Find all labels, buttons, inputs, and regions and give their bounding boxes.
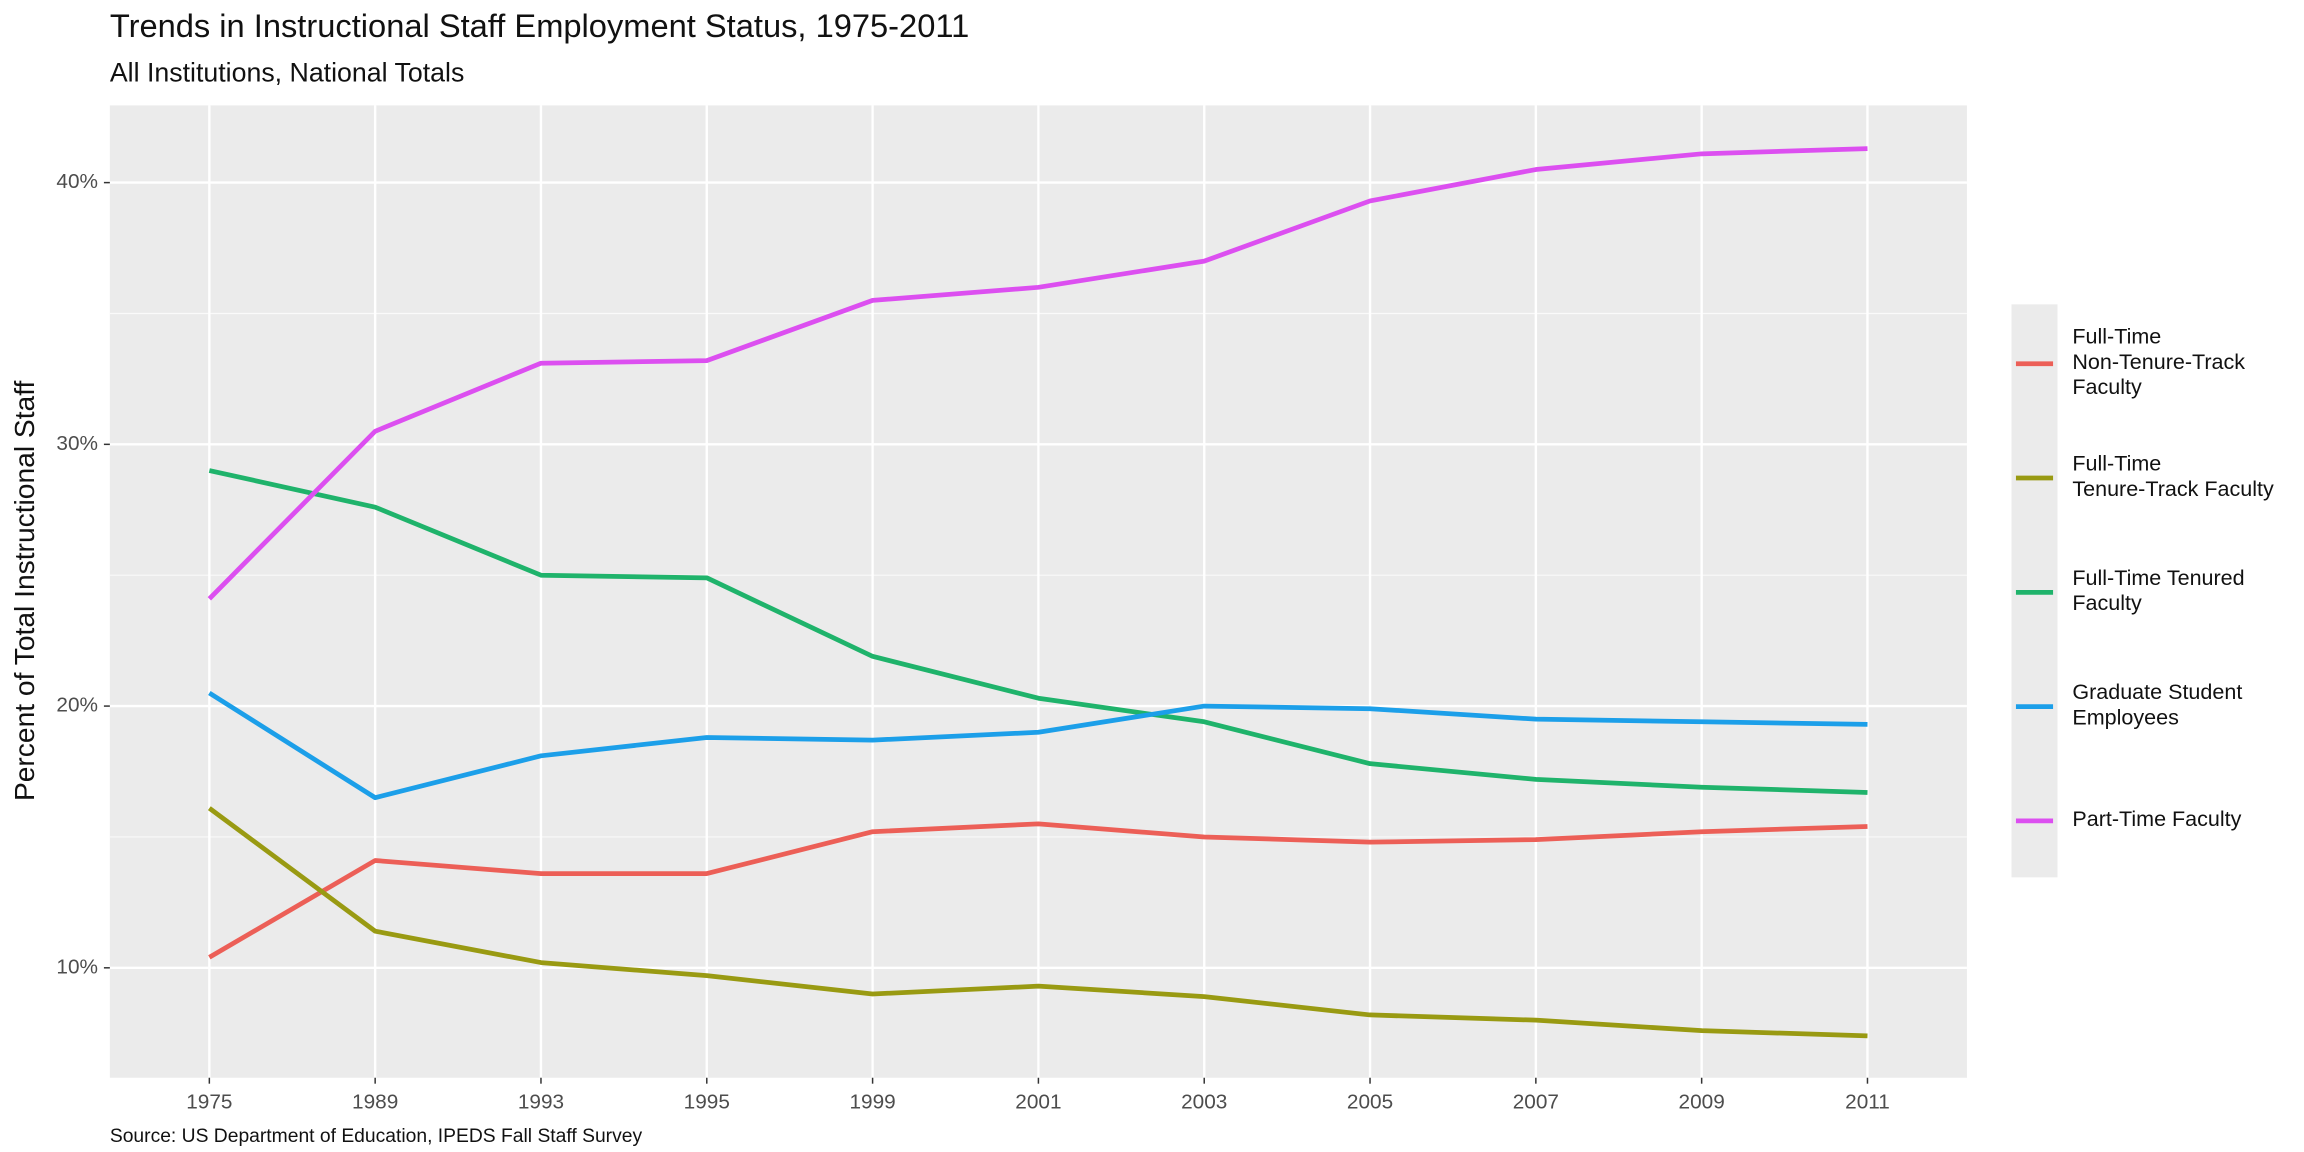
y-axis-label: Percent of Total Instructional Staff: [8, 380, 40, 801]
x-tick-label: 1999: [849, 1090, 895, 1113]
chart-subtitle: All Institutions, National Totals: [110, 57, 464, 87]
chart-title: Trends in Instructional Staff Employment…: [110, 7, 969, 44]
y-tick-label: 10%: [56, 955, 98, 978]
legend-label: Full-Time Tenured Faculty: [2072, 567, 2245, 617]
x-tick-label: 2003: [1181, 1090, 1227, 1113]
line-series: [207, 806, 1868, 1039]
legend-label: Full-Time Tenure-Track Faculty: [2072, 452, 2274, 502]
x-tick-label: 2005: [1347, 1090, 1393, 1113]
line-series: [208, 690, 1868, 801]
line-series: [208, 821, 1868, 960]
x-tick-label: 2007: [1513, 1090, 1559, 1113]
x-tick-label: 1989: [352, 1090, 398, 1113]
y-tick-label: 20%: [56, 694, 98, 717]
x-tick-label: 1975: [186, 1090, 232, 1113]
legend-label: Full-Time Non-Tenure-Track Faculty: [2072, 325, 2246, 401]
x-tick-label: 2009: [1679, 1090, 1725, 1113]
x-tick-label: 2001: [1015, 1090, 1061, 1113]
y-tick-label: 30%: [56, 432, 98, 455]
legend-label: Graduate Student Employees: [2072, 681, 2243, 731]
line-series: [207, 146, 1868, 601]
caption: Source: US Department of Education, IPED…: [110, 1126, 643, 1147]
x-tick-label: 1993: [518, 1090, 564, 1113]
x-tick-label: 1995: [684, 1090, 730, 1113]
legend-label: Part-Time Faculty: [2072, 808, 2242, 833]
x-tick-label: 2011: [1845, 1090, 1890, 1113]
y-tick-label: 40%: [56, 170, 98, 193]
line-series: [208, 468, 1868, 795]
